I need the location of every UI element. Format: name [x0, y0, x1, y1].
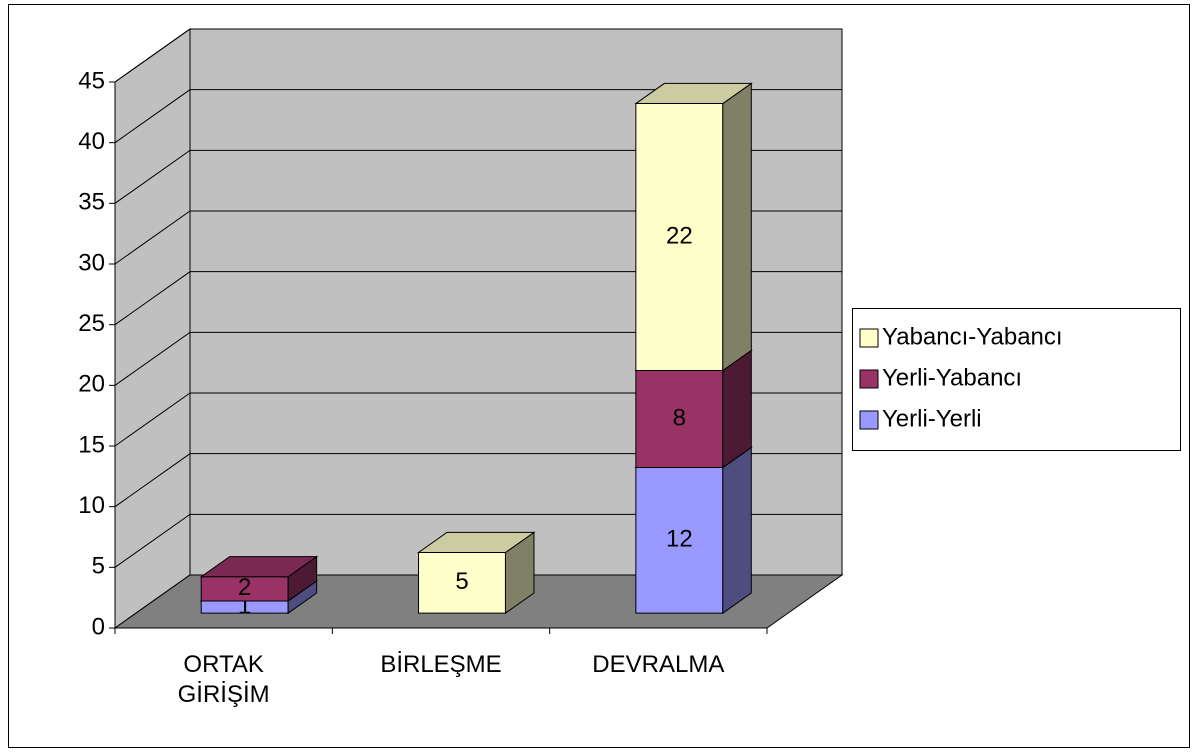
legend-swatch: [859, 328, 879, 348]
bar-top: [416, 531, 536, 553]
bar-side: [722, 82, 752, 372]
legend-label: Yerli-Yabancı: [882, 364, 1022, 391]
bar-side: [722, 446, 752, 615]
legend-swatch: [859, 410, 879, 430]
y-tick-label: 15: [78, 431, 105, 458]
legend-label: Yerli-Yerli: [882, 405, 982, 432]
bar-segment: [416, 531, 536, 615]
data-label: 5: [455, 568, 468, 595]
grid-line: [114, 453, 842, 508]
grid-line: [114, 210, 842, 265]
grid-line: [114, 271, 842, 326]
data-label: 12: [666, 526, 693, 553]
data-label: 8: [673, 404, 686, 431]
data-label: 22: [666, 222, 693, 249]
x-tick-label: ORTAK GİRİŞİM: [177, 651, 270, 708]
grid-line: [114, 392, 842, 447]
grid-line: [114, 513, 842, 568]
side-wall: [114, 28, 191, 629]
y-tick-label: 0: [92, 613, 105, 640]
grid-line: [114, 89, 842, 144]
y-tick-label: 45: [78, 67, 105, 94]
legend-label: Yabancı-Yabancı: [882, 323, 1063, 350]
x-tick-label: BİRLEŞME: [380, 651, 502, 678]
grid-line: [114, 28, 842, 83]
y-tick-label: 25: [78, 310, 105, 337]
bar-segment: [199, 555, 319, 602]
bar-segment: [634, 446, 753, 615]
grid-line: [114, 331, 842, 386]
legend-box: [852, 308, 1181, 451]
data-label: 2: [238, 574, 251, 601]
y-tick-label: 10: [78, 492, 105, 519]
y-tick-label: 30: [78, 249, 105, 276]
y-tick-label: 35: [78, 189, 105, 216]
legend-swatch: [859, 369, 879, 389]
y-tick-label: 5: [92, 553, 105, 580]
y-tick-label: 40: [78, 128, 105, 155]
bar-segment: [634, 82, 753, 372]
bar-top: [199, 556, 319, 578]
y-tick-label: 20: [78, 371, 105, 398]
x-tick-label: DEVRALMA: [592, 651, 725, 678]
bar-top: [634, 82, 753, 105]
grid-line: [114, 149, 842, 204]
